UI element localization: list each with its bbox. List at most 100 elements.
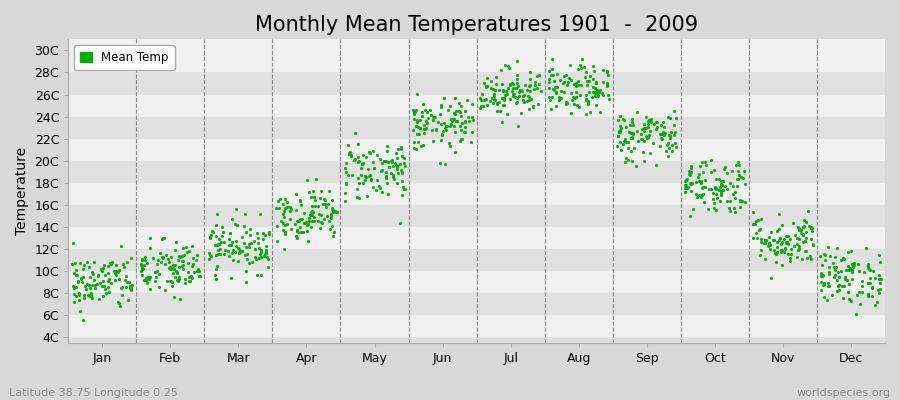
Point — [822, 268, 836, 275]
Point — [395, 177, 410, 184]
Point — [596, 92, 610, 99]
Bar — [68, 39, 885, 50]
Point — [231, 246, 246, 252]
Point — [93, 279, 107, 286]
Point — [502, 64, 517, 71]
Point — [394, 192, 409, 198]
Point — [572, 92, 587, 98]
Point — [483, 98, 498, 104]
Point — [283, 208, 297, 214]
Point — [70, 279, 85, 286]
Point — [163, 278, 177, 284]
Point — [748, 221, 762, 228]
Point — [630, 138, 644, 144]
Point — [66, 283, 80, 289]
Point — [324, 213, 338, 220]
Point — [424, 112, 438, 118]
Point — [550, 71, 564, 78]
Point — [733, 204, 747, 210]
Point — [82, 282, 96, 288]
Point — [342, 150, 356, 157]
Point — [861, 280, 876, 286]
Point — [363, 149, 377, 156]
Point — [294, 229, 309, 236]
Point — [680, 176, 695, 182]
Point — [802, 223, 816, 230]
Point — [546, 72, 561, 78]
Point — [311, 218, 326, 224]
Point — [480, 82, 494, 89]
Point — [804, 224, 818, 231]
Point — [446, 110, 461, 116]
Point — [254, 254, 268, 260]
Point — [831, 283, 845, 289]
Point — [358, 173, 373, 179]
Point — [202, 250, 216, 256]
Point — [566, 81, 580, 87]
Point — [214, 224, 229, 230]
Point — [835, 294, 850, 301]
Point — [119, 273, 133, 279]
Point — [852, 268, 867, 274]
Point — [302, 215, 316, 221]
Point — [708, 176, 723, 182]
Point — [841, 248, 855, 255]
Bar — [68, 249, 885, 271]
Point — [709, 185, 724, 191]
Point — [413, 125, 428, 131]
Point — [338, 190, 353, 196]
Point — [530, 85, 544, 92]
Point — [542, 85, 556, 91]
Point — [678, 189, 692, 195]
Point — [860, 263, 875, 269]
Point — [293, 197, 308, 203]
Point — [796, 231, 810, 237]
Point — [773, 247, 788, 253]
Point — [448, 108, 463, 114]
Point — [873, 280, 887, 286]
Point — [411, 123, 426, 130]
Point — [804, 224, 818, 230]
Point — [814, 253, 828, 260]
Point — [803, 252, 817, 259]
Point — [572, 104, 587, 110]
Point — [72, 292, 86, 298]
Point — [792, 246, 806, 252]
Point — [714, 182, 728, 188]
Point — [473, 94, 488, 101]
Point — [650, 124, 664, 131]
Point — [417, 130, 431, 136]
Point — [626, 122, 641, 128]
Point — [351, 159, 365, 165]
Point — [96, 293, 111, 300]
Point — [650, 119, 664, 125]
Point — [862, 274, 877, 281]
Point — [278, 229, 293, 236]
Point — [589, 80, 603, 86]
Point — [508, 100, 523, 106]
Point — [364, 177, 378, 184]
Point — [751, 216, 765, 223]
Point — [554, 88, 568, 94]
Point — [474, 91, 489, 98]
Point — [215, 232, 230, 239]
Point — [580, 82, 594, 88]
Point — [723, 198, 737, 204]
Point — [779, 240, 794, 246]
Point — [296, 210, 310, 217]
Point — [223, 242, 238, 249]
Point — [413, 143, 428, 149]
Point — [542, 79, 556, 85]
Point — [791, 247, 806, 253]
Point — [184, 272, 198, 279]
Point — [393, 166, 408, 173]
Point — [350, 194, 365, 200]
Point — [798, 238, 813, 244]
Point — [315, 220, 329, 226]
Point — [302, 218, 316, 224]
Point — [684, 169, 698, 176]
Point — [610, 143, 625, 149]
Point — [531, 72, 545, 78]
Point — [235, 234, 249, 240]
Point — [828, 254, 842, 260]
